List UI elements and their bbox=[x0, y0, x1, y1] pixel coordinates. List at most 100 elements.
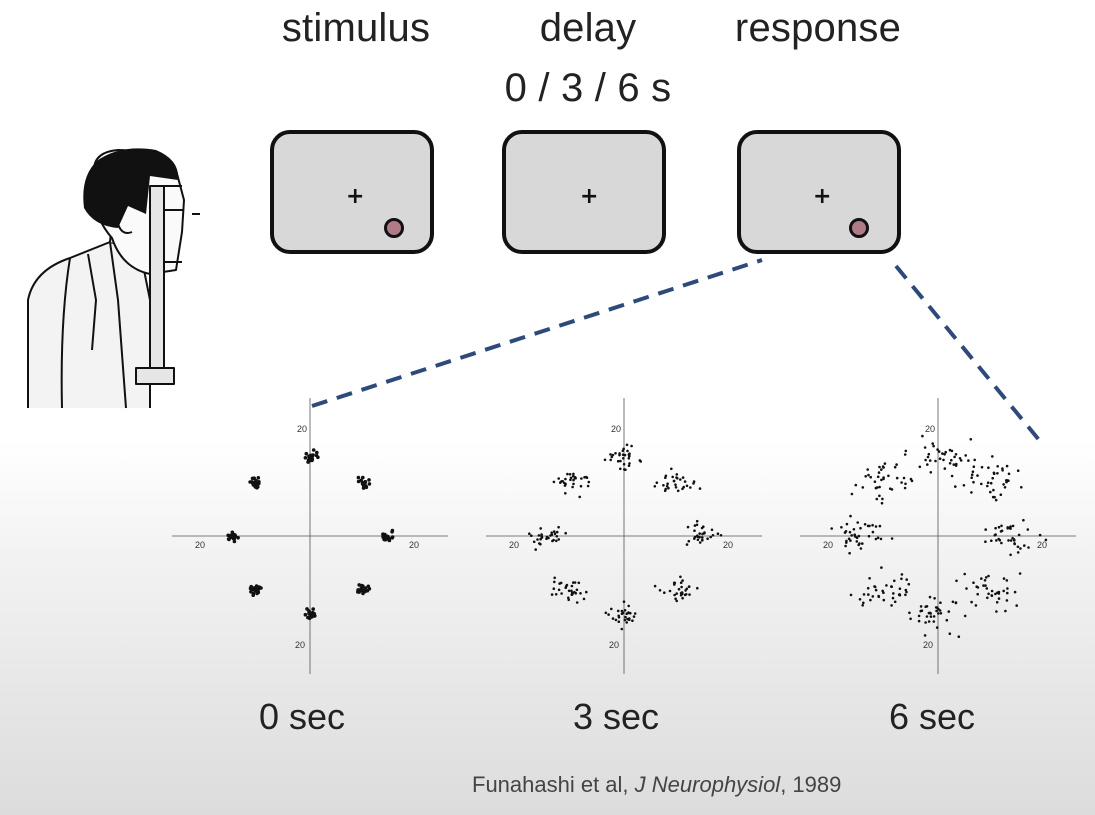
saccade-endpoint-point bbox=[686, 525, 690, 529]
tick-label-left: 20 bbox=[823, 540, 833, 550]
saccade-endpoint-point bbox=[628, 454, 631, 458]
saccade-endpoint-point bbox=[663, 489, 667, 493]
saccade-endpoint-point bbox=[973, 458, 976, 462]
saccade-endpoint-point bbox=[986, 596, 989, 600]
saccade-endpoint-point bbox=[992, 471, 996, 475]
saccade-endpoint-point bbox=[530, 534, 533, 537]
saccade-endpoint-point bbox=[532, 540, 536, 544]
saccade-endpoint-point bbox=[991, 495, 995, 499]
saccade-endpoint-point bbox=[1005, 579, 1009, 582]
saccade-endpoint-point bbox=[944, 450, 947, 454]
saccade-endpoint-point bbox=[934, 606, 938, 609]
saccade-endpoint-point bbox=[874, 537, 878, 541]
saccade-endpoint-point bbox=[681, 487, 684, 491]
saccade-endpoint-point bbox=[1018, 572, 1022, 575]
saccade-endpoint-point bbox=[1004, 609, 1007, 613]
zoom-line-left bbox=[311, 258, 763, 408]
saccade-endpoint-point bbox=[528, 532, 531, 535]
saccade-endpoint-point bbox=[1005, 479, 1008, 482]
saccade-endpoint-point bbox=[627, 457, 631, 460]
saccade-endpoint-point bbox=[954, 601, 958, 604]
saccade-endpoint-point bbox=[567, 596, 570, 600]
saccade-endpoint-point bbox=[564, 531, 567, 535]
saccade-endpoint-point bbox=[893, 465, 897, 469]
saccade-endpoint-point bbox=[878, 524, 882, 528]
saccade-endpoint-point bbox=[902, 476, 906, 480]
saccade-endpoint-point bbox=[681, 579, 684, 582]
saccade-endpoint-point bbox=[709, 535, 712, 539]
saccade-endpoint-point bbox=[871, 523, 874, 527]
saccade-endpoint-point bbox=[1002, 577, 1006, 580]
saccade-endpoint-point bbox=[954, 485, 957, 488]
saccade-endpoint-point bbox=[876, 475, 880, 479]
saccade-endpoint-point bbox=[883, 462, 887, 465]
saccade-endpoint-point bbox=[867, 473, 870, 477]
saccade-endpoint-point bbox=[711, 534, 715, 537]
saccade-endpoint-point bbox=[385, 534, 390, 539]
saccade-endpoint-point bbox=[929, 615, 933, 618]
saccade-endpoint-point bbox=[874, 588, 878, 592]
saccade-endpoint-point bbox=[1007, 539, 1010, 542]
saccade-endpoint-point bbox=[1015, 604, 1018, 607]
tick-label-left: 20 bbox=[509, 540, 519, 550]
saccade-endpoint-point bbox=[706, 537, 709, 540]
saccade-endpoint-point bbox=[875, 497, 879, 501]
saccade-endpoint-point bbox=[557, 538, 560, 541]
saccade-endpoint-point bbox=[607, 613, 610, 616]
saccade-endpoint-point bbox=[627, 464, 631, 468]
saccade-endpoint-point bbox=[882, 466, 885, 469]
saccade-endpoint-point bbox=[311, 448, 316, 452]
saccade-endpoint-point bbox=[564, 477, 567, 481]
saccade-endpoint-point bbox=[666, 482, 669, 486]
saccade-endpoint-point bbox=[539, 537, 542, 541]
saccade-endpoint-point bbox=[1005, 599, 1009, 602]
saccade-endpoint-point bbox=[698, 532, 701, 535]
saccade-endpoint-point bbox=[970, 600, 973, 604]
delay-screen: + bbox=[502, 130, 666, 254]
saccade-endpoint-point bbox=[1011, 524, 1015, 528]
journal-name: J Neurophysiol bbox=[634, 772, 781, 797]
saccade-endpoint-point bbox=[874, 525, 878, 528]
saccade-endpoint-point bbox=[1016, 469, 1020, 473]
saccade-endpoint-point bbox=[990, 589, 994, 593]
saccade-endpoint-point bbox=[972, 465, 976, 469]
saccade-endpoint-point bbox=[900, 481, 903, 484]
saccade-endpoint-point bbox=[249, 584, 253, 589]
saccade-endpoint-point bbox=[904, 482, 907, 486]
saccade-endpoint-point bbox=[921, 434, 924, 438]
saccade-endpoint-point bbox=[572, 482, 575, 486]
saccade-endpoint-point bbox=[249, 590, 253, 594]
saccade-endpoint-point bbox=[980, 577, 983, 580]
saccade-endpoint-point bbox=[695, 523, 699, 527]
saccade-endpoint-point bbox=[679, 478, 682, 481]
saccade-endpoint-point bbox=[630, 444, 633, 448]
saccade-endpoint-point bbox=[620, 627, 624, 631]
saccade-endpoint-point bbox=[687, 585, 691, 589]
saccade-endpoint-point bbox=[972, 480, 975, 484]
saccade-endpoint-point bbox=[567, 598, 570, 602]
saccade-endpoint-point bbox=[937, 612, 940, 615]
saccade-endpoint-point bbox=[891, 596, 895, 600]
saccade-endpoint-point bbox=[950, 474, 954, 478]
saccade-endpoint-point bbox=[664, 474, 668, 478]
saccade-endpoint-point bbox=[869, 598, 872, 602]
saccade-endpoint-point bbox=[703, 531, 706, 534]
saccade-endpoint-point bbox=[251, 593, 255, 597]
saccade-endpoint-point bbox=[231, 533, 235, 537]
saccade-endpoint-point bbox=[679, 581, 683, 584]
stimulus-target-icon bbox=[384, 218, 404, 238]
saccade-endpoint-point bbox=[849, 514, 852, 518]
saccade-endpoint-point bbox=[570, 589, 573, 593]
saccade-endpoint-point bbox=[701, 532, 704, 536]
saccade-endpoint-point bbox=[866, 524, 870, 528]
saccade-endpoint-point bbox=[363, 588, 368, 592]
saccade-endpoint-point bbox=[563, 481, 566, 485]
saccade-endpoint-point bbox=[550, 531, 553, 534]
saccade-endpoint-point bbox=[696, 586, 699, 590]
saccade-endpoint-point bbox=[862, 593, 866, 596]
saccade-endpoint-point bbox=[680, 591, 684, 594]
saccade-endpoint-point bbox=[307, 611, 312, 615]
saccade-endpoint-point bbox=[880, 501, 884, 505]
saccade-endpoint-point bbox=[572, 474, 575, 478]
saccade-endpoint-point bbox=[716, 532, 720, 535]
